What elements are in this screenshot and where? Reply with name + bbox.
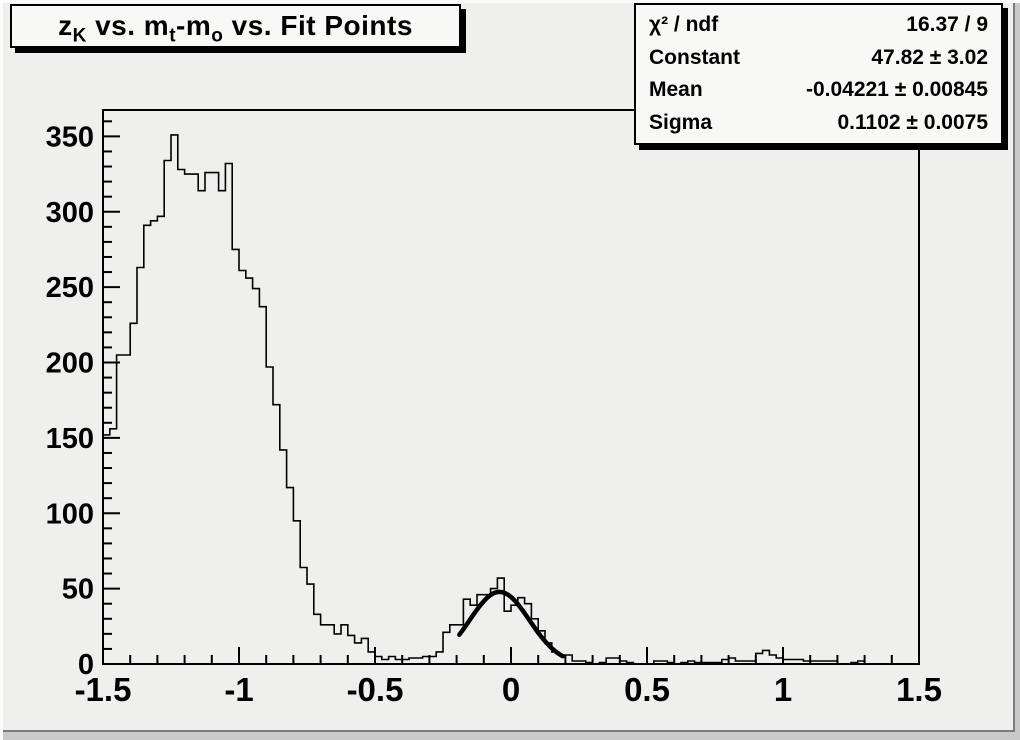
plot-frame xyxy=(102,109,920,665)
y-axis-tick-label: 300 xyxy=(46,197,94,229)
x-axis-tick-label: 0 xyxy=(502,671,520,708)
fit-stats-box: χ² / ndf 16.37 / 9 Constant 47.82 ± 3.02 Mea… xyxy=(634,3,1003,145)
title-segment: vs. m xyxy=(86,10,170,41)
x-axis-tick-label: 1 xyxy=(774,671,792,708)
x-axis-tick-label: 1.5 xyxy=(896,671,942,708)
y-axis-tick-label: 250 xyxy=(46,272,94,304)
y-axis-tick-label: 150 xyxy=(46,423,94,455)
stats-row: Mean -0.04221 ± 0.00845 xyxy=(636,78,1001,102)
stats-value: 0.1102 ± 0.0075 xyxy=(837,110,989,134)
canvas-bevel-left xyxy=(0,0,3,740)
stats-row: χ² / ndf 16.37 / 9 xyxy=(636,13,1001,37)
title-subscript: t xyxy=(169,25,177,47)
stats-label: Constant xyxy=(649,45,740,69)
stats-row: Constant 47.82 ± 3.02 xyxy=(636,46,1001,70)
title-segment: -m xyxy=(176,10,212,41)
stats-value: 47.82 ± 3.02 xyxy=(871,45,988,69)
stats-value: -0.04221 ± 0.00845 xyxy=(805,78,988,102)
title-subscript: K xyxy=(72,25,87,47)
y-axis-tick-label: 350 xyxy=(46,121,94,153)
y-axis-tick-label: 0 xyxy=(78,649,94,681)
x-axis-tick-label: -0.5 xyxy=(347,671,404,708)
stats-value: 16.37 / 9 xyxy=(906,13,988,37)
y-axis-tick-label: 50 xyxy=(62,574,94,606)
histogram-line xyxy=(102,134,919,665)
plot-title: zK vs. mt-mo vs. Fit Points xyxy=(58,10,413,46)
title-subscript: o xyxy=(211,25,224,47)
y-axis-tick-label: 100 xyxy=(46,498,94,530)
x-axis-tick-label: -1 xyxy=(224,671,253,708)
stats-label: Sigma xyxy=(649,110,713,134)
y-axis-tick-label: 200 xyxy=(46,348,94,380)
fit-curve xyxy=(457,589,565,659)
stats-label: χ² / ndf xyxy=(649,13,719,37)
title-segment: vs. Fit Points xyxy=(223,10,413,41)
stats-label: Mean xyxy=(649,78,703,102)
stats-row: Sigma 0.1102 ± 0.0075 xyxy=(636,111,1001,135)
title-segment: z xyxy=(58,10,73,41)
x-axis-tick-label: -1.5 xyxy=(75,671,132,708)
canvas-bevel-top xyxy=(0,0,1020,3)
x-axis-tick-label: 0.5 xyxy=(624,671,670,708)
plot-title-box: zK vs. mt-mo vs. Fit Points xyxy=(10,4,461,48)
